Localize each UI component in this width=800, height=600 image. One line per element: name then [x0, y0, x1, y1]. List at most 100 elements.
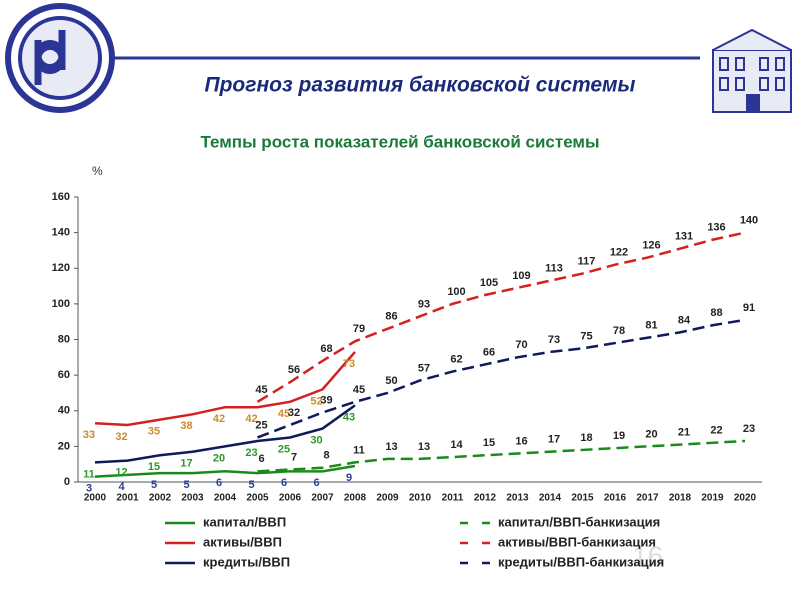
- x-tick-label: 2009: [376, 493, 399, 504]
- value-label: 86: [385, 311, 397, 323]
- value-label: 45: [278, 408, 290, 420]
- value-label: 73: [343, 358, 355, 370]
- value-label: 136: [707, 222, 725, 234]
- value-label: 9: [346, 472, 352, 484]
- value-label: 21: [678, 427, 690, 439]
- legend-label: кредиты/ВВП-банкизация: [498, 554, 664, 569]
- value-label: 16: [515, 435, 527, 447]
- y-tick-label: 20: [58, 440, 70, 452]
- value-label: 6: [258, 453, 264, 465]
- y-tick-label: 80: [58, 333, 70, 345]
- value-label: 70: [515, 339, 527, 351]
- value-label: 79: [353, 323, 365, 335]
- value-label: 5: [183, 479, 189, 491]
- value-label: 6: [216, 477, 222, 489]
- value-label: 20: [645, 428, 657, 440]
- x-tick-label: 2016: [604, 493, 627, 504]
- value-label: 5: [248, 479, 254, 491]
- x-tick-label: 2017: [636, 493, 659, 504]
- series-line: [257, 318, 746, 439]
- legend-label: капитал/ВВП-банкизация: [498, 514, 660, 529]
- x-tick-label: 2005: [246, 493, 269, 504]
- y-tick-label: 140: [52, 227, 70, 239]
- value-label: 6: [281, 477, 287, 489]
- x-tick-label: 2004: [214, 493, 237, 504]
- value-label: 25: [255, 419, 267, 431]
- value-label: 122: [610, 247, 628, 259]
- value-label: 23: [245, 447, 257, 459]
- y-tick-label: 0: [64, 476, 70, 488]
- value-label: 91: [743, 302, 755, 314]
- value-label: 4: [118, 481, 125, 493]
- value-label: 11: [83, 468, 95, 480]
- value-label: 12: [115, 467, 127, 479]
- value-label: 13: [385, 441, 397, 453]
- value-label: 39: [320, 394, 332, 406]
- y-tick-label: 160: [52, 191, 70, 203]
- x-tick-label: 2015: [571, 493, 594, 504]
- x-tick-label: 2018: [669, 493, 692, 504]
- series-line: [256, 231, 746, 403]
- x-tick-label: 2001: [116, 493, 139, 504]
- x-tick-label: 2020: [734, 493, 757, 504]
- page-number: 16: [632, 540, 663, 571]
- y-unit: %: [92, 164, 103, 178]
- x-tick-label: 2019: [701, 493, 724, 504]
- value-label: 68: [320, 343, 332, 355]
- value-label: 45: [255, 384, 267, 396]
- value-label: 35: [148, 426, 160, 438]
- x-tick-label: 2003: [181, 493, 204, 504]
- x-tick-label: 2014: [539, 493, 562, 504]
- value-label: 109: [512, 270, 530, 282]
- value-label: 56: [288, 364, 300, 376]
- value-label: 78: [613, 325, 625, 337]
- value-label: 3: [86, 483, 92, 495]
- value-label: 38: [180, 420, 192, 432]
- value-label: 11: [353, 444, 365, 456]
- value-label: 42: [245, 413, 257, 425]
- value-label: 18: [580, 432, 592, 444]
- value-label: 17: [548, 434, 560, 446]
- value-label: 25: [278, 443, 290, 455]
- x-tick-label: 2002: [149, 493, 172, 504]
- series-line: [94, 464, 356, 478]
- value-label: 52: [310, 395, 322, 407]
- y-tick-label: 100: [52, 298, 70, 310]
- value-label: 13: [418, 441, 430, 453]
- legend-label: кредиты/ВВП: [203, 554, 290, 569]
- value-label: 140: [740, 215, 758, 227]
- value-label: 88: [710, 307, 722, 319]
- value-label: 42: [213, 413, 225, 425]
- value-label: 7: [291, 451, 297, 463]
- value-label: 22: [710, 425, 722, 437]
- x-tick-label: 2013: [506, 493, 529, 504]
- value-label: 75: [580, 330, 592, 342]
- value-label: 5: [151, 479, 157, 491]
- slide-title: Прогноз развития банковской системы: [204, 74, 635, 97]
- value-label: 84: [678, 314, 691, 326]
- x-tick-label: 2000: [84, 493, 107, 504]
- value-label: 6: [313, 477, 319, 489]
- value-label: 17: [180, 458, 192, 470]
- value-label: 45: [353, 384, 365, 396]
- value-label: 117: [578, 256, 596, 268]
- y-tick-label: 40: [58, 405, 70, 417]
- value-label: 100: [447, 286, 465, 298]
- value-label: 43: [343, 411, 355, 423]
- value-label: 30: [310, 434, 322, 446]
- value-label: 32: [288, 407, 300, 419]
- value-label: 81: [645, 320, 657, 332]
- series-line: [94, 404, 356, 464]
- x-tick-label: 2007: [311, 493, 334, 504]
- value-label: 57: [418, 362, 430, 374]
- value-label: 19: [613, 430, 625, 442]
- value-label: 62: [450, 353, 462, 365]
- y-tick-label: 60: [58, 369, 70, 381]
- value-label: 15: [148, 461, 160, 473]
- x-tick-label: 2010: [409, 493, 432, 504]
- value-label: 66: [483, 346, 495, 358]
- legend-label: активы/ВВП-банкизация: [498, 534, 656, 549]
- legend-label: активы/ВВП: [203, 534, 282, 549]
- x-tick-label: 2006: [279, 493, 302, 504]
